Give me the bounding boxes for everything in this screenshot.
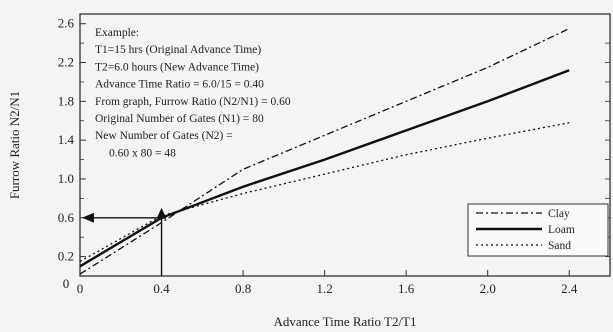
note-line: 0.60 x 80 = 48	[109, 147, 176, 159]
legend-label-sand: Sand	[548, 240, 571, 252]
y-origin-label: 0	[63, 276, 70, 291]
x-tick-label: 2.0	[480, 281, 496, 296]
legend: Clay Loam Sand	[467, 203, 609, 257]
note-line: T1=15 hrs (Original Advance Time)	[95, 44, 261, 56]
ticks-layer: 0 0.4 0.8 1.2 1.6 2.0 2.4 0.2 0.6 1.0 1.4 1.8 2.2 2.6…	[58, 16, 610, 296]
note-line: Advance Time Ratio = 6.0/15 = 0.40	[95, 79, 264, 91]
legend-label-loam: Loam	[548, 224, 575, 236]
y-axis-title: Furrow Ratio N2/N1	[7, 91, 22, 199]
y-tick-label: 2.6	[58, 16, 75, 31]
plot-frame	[79, 13, 611, 277]
series-line-sand	[79, 122, 570, 262]
y-tick-label: 1.4	[58, 132, 75, 147]
note-line: From graph, Furrow Ratio (N2/N1) = 0.60	[95, 96, 291, 108]
y-tick-label: 1.0	[58, 171, 74, 186]
y-tick-label: 2.2	[58, 55, 74, 70]
annotation-note: Example: T1=15 hrs (Original Advance Time…	[95, 27, 291, 159]
note-line: T2=6.0 hours (New Advance Time)	[95, 61, 259, 73]
x-tick-label: 1.2	[316, 281, 332, 296]
guide-layer	[82, 207, 167, 276]
note-line: New Number of Gates (N2) =	[95, 130, 233, 142]
x-tick-label: 1.6	[398, 281, 415, 296]
note-line: Example:	[95, 27, 139, 39]
x-tick-label: 0.8	[235, 281, 251, 296]
note-line: Original Number of Gates (N1) = 80	[95, 113, 264, 125]
x-tick-label: 0.4	[153, 281, 170, 296]
y-tick-label: 1.8	[58, 93, 74, 108]
y-tick-label: 0.6	[58, 210, 75, 225]
guide-arrowhead-up	[156, 207, 167, 219]
x-tick-label: 2.4	[561, 281, 578, 296]
guide-arrowhead-left	[82, 212, 94, 223]
x-axis-title: Advance Time Ratio T2/T1	[273, 314, 416, 329]
legend-label-clay: Clay	[548, 208, 570, 220]
y-tick-label: 0.2	[58, 249, 74, 264]
x-tick-label: 0	[77, 281, 84, 296]
